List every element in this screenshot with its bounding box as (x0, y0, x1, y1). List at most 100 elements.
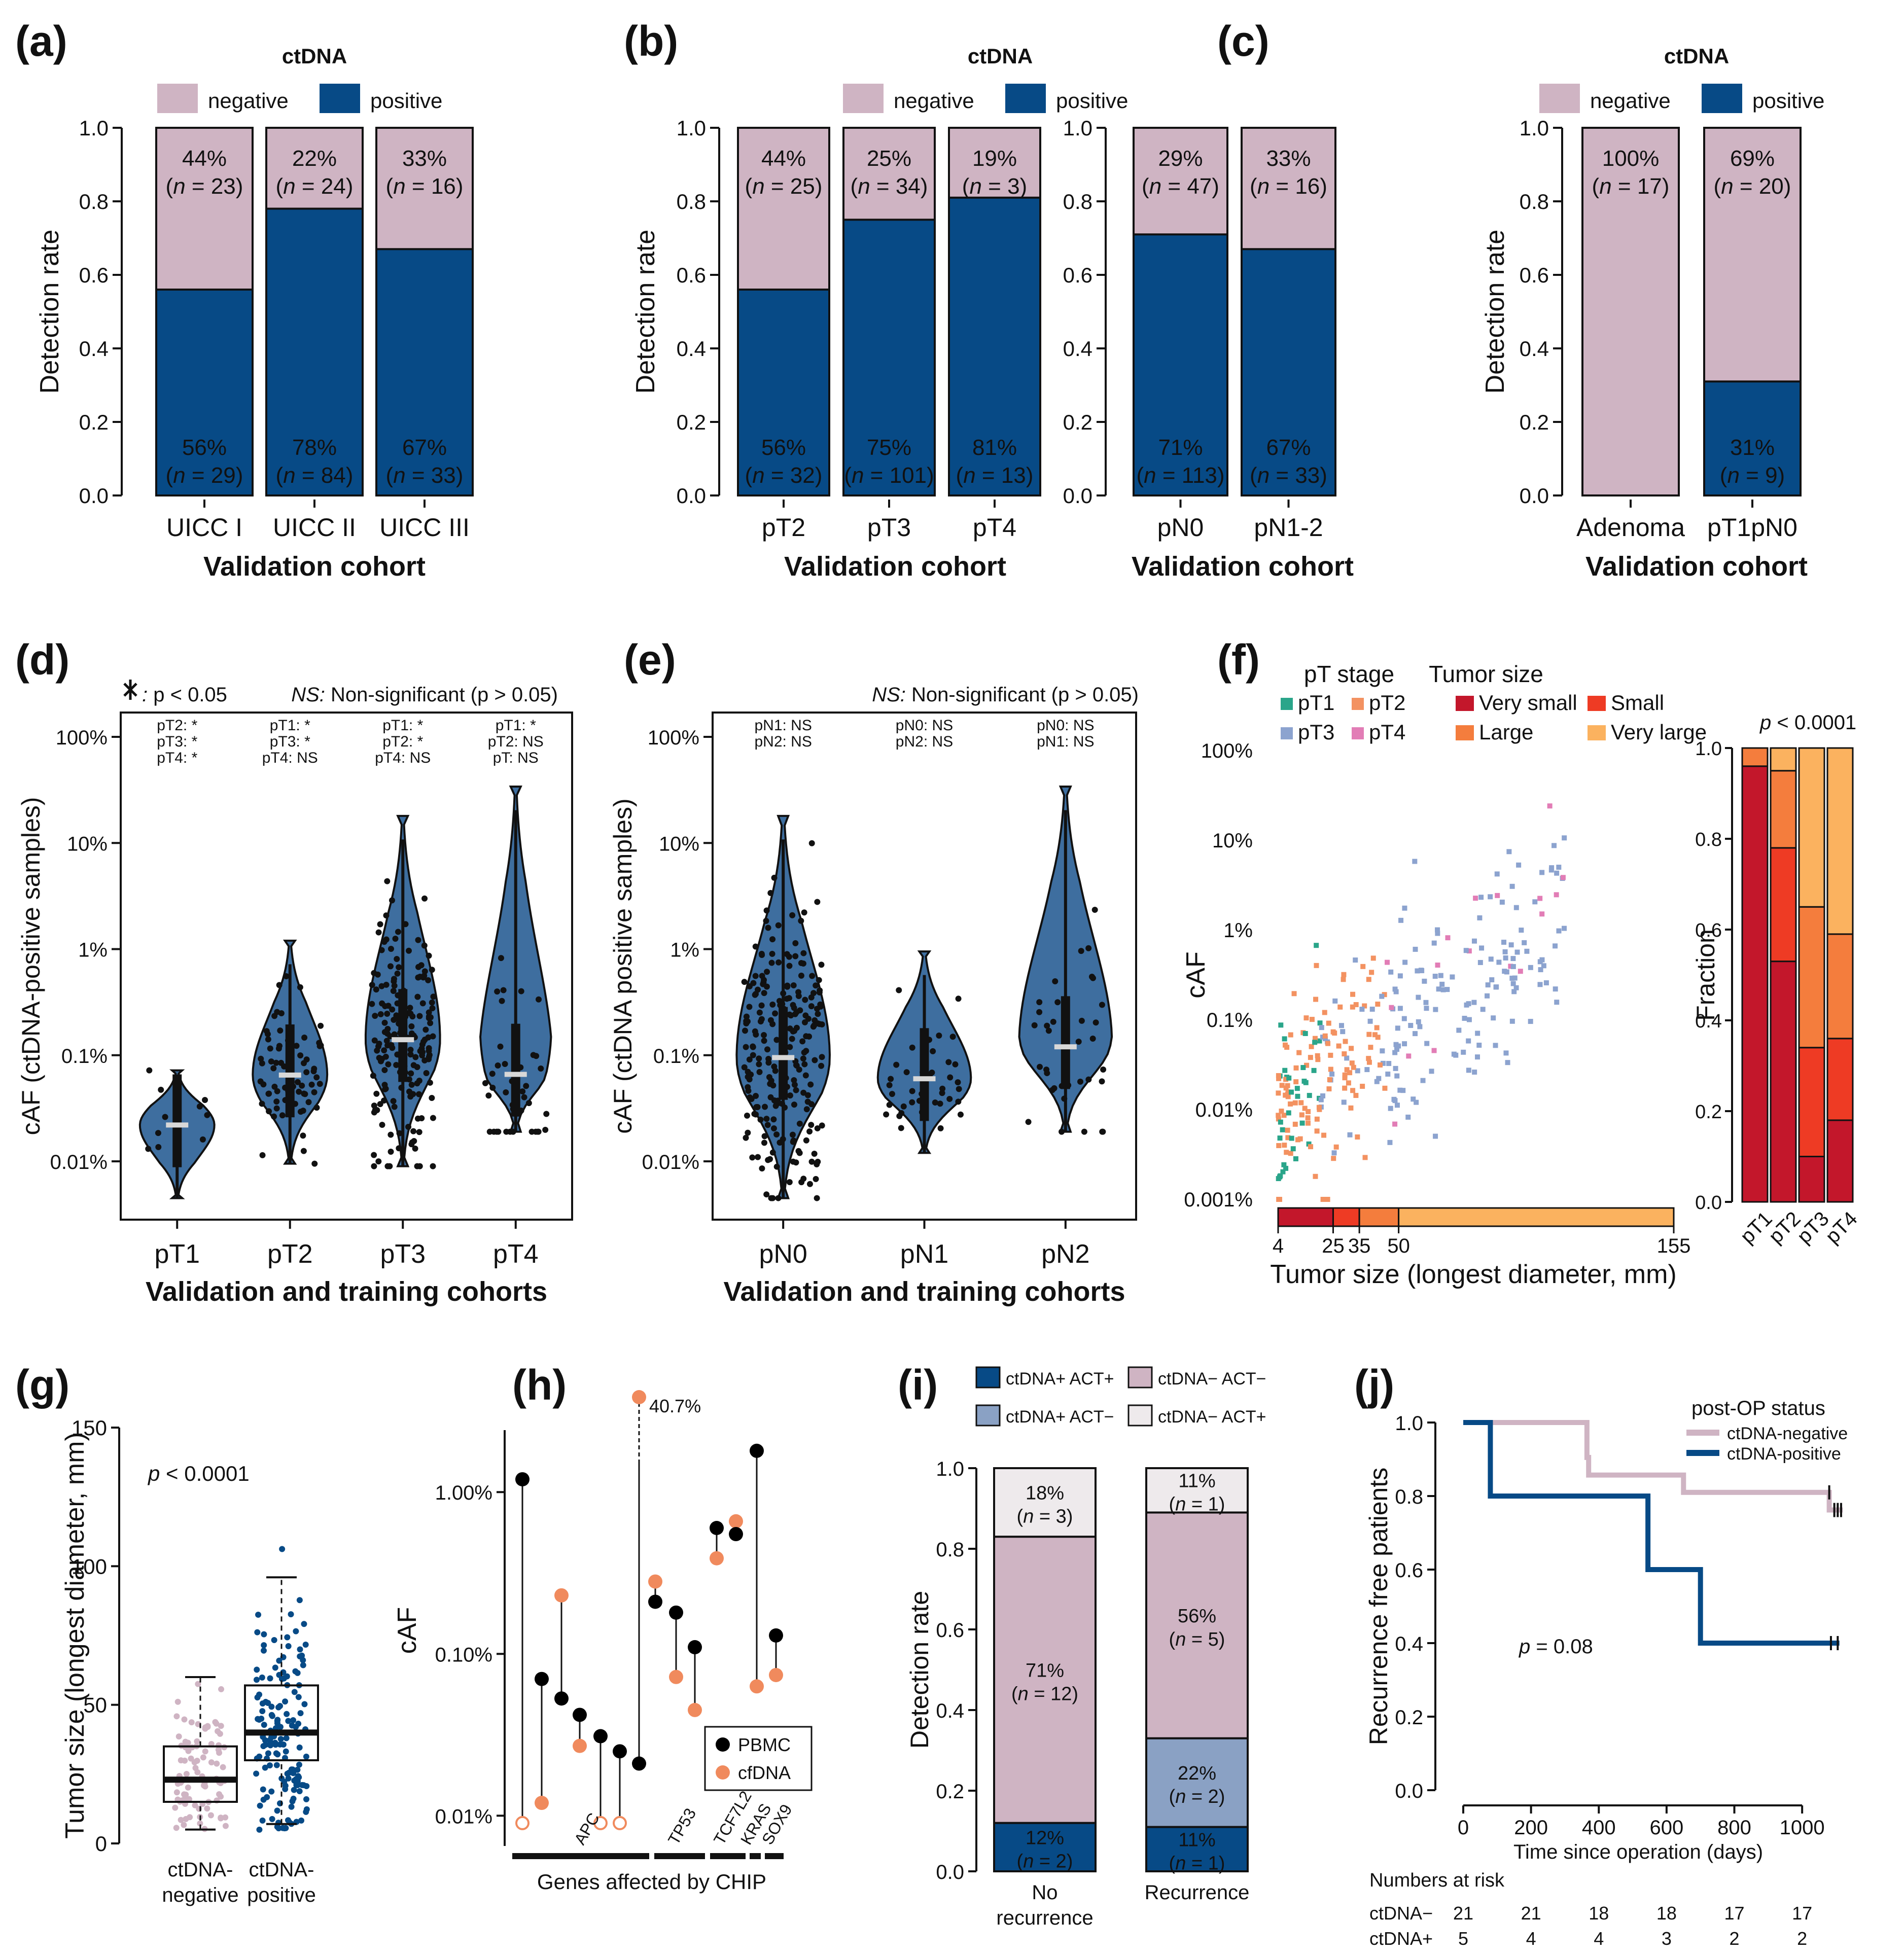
data-point (1285, 1091, 1290, 1097)
y-tick-label: 1.0 (1395, 1412, 1423, 1435)
data-point (787, 1044, 793, 1050)
y-tick-label: 1.0 (677, 116, 706, 140)
data-point (303, 1056, 310, 1063)
data-point (261, 1631, 267, 1638)
y-tick-label: 0.6 (1395, 1559, 1423, 1582)
data-point (302, 1641, 309, 1648)
x-tick-label: pT1pN0 (1707, 513, 1797, 542)
data-point (1402, 959, 1408, 965)
data-point (802, 1012, 809, 1019)
data-point (1276, 1143, 1282, 1148)
x-tick-label: 200 (1514, 1817, 1548, 1839)
iqr-box (779, 1007, 788, 1100)
risk-value: 3 (1662, 1928, 1672, 1949)
data-point (145, 1146, 152, 1152)
data-point (1375, 1002, 1381, 1007)
data-point (268, 1788, 275, 1795)
size-band (1332, 1207, 1360, 1227)
data-point (1471, 938, 1477, 944)
data-point (1311, 1068, 1317, 1073)
iqr-box (1061, 996, 1070, 1089)
median-mark (166, 1122, 189, 1128)
bar-outline (265, 127, 364, 496)
data-point (1360, 1084, 1365, 1089)
data-point (259, 1674, 265, 1681)
data-point (900, 1103, 907, 1110)
data-point (1422, 978, 1427, 984)
x-axis-title: Validation cohort (203, 551, 426, 582)
data-point (194, 1738, 200, 1745)
data-point (1286, 1110, 1291, 1116)
data-point (191, 1759, 198, 1766)
data-point (266, 1762, 273, 1769)
data-point (416, 1013, 423, 1019)
data-point (1278, 1119, 1283, 1125)
data-point (274, 1807, 280, 1814)
risk-row-label: ctDNA+ (1369, 1928, 1433, 1949)
data-point (1423, 1000, 1429, 1005)
data-point (810, 990, 817, 997)
stat-annotation: pT2: * (382, 733, 423, 750)
data-point (746, 1004, 753, 1010)
data-point (756, 1069, 763, 1075)
data-point (1522, 940, 1527, 945)
legend-label: ctDNA− ACT+ (1158, 1407, 1266, 1427)
data-point (1503, 1050, 1509, 1056)
y-axis-title: Detection rate (1480, 230, 1510, 394)
data-point (1510, 981, 1516, 986)
bar-segment (993, 1467, 1097, 1538)
data-point (213, 1720, 220, 1727)
p-value: : p < 0.05 (142, 684, 227, 706)
data-point (283, 1748, 289, 1755)
data-point (284, 1711, 290, 1717)
risk-value: 2 (1729, 1928, 1739, 1949)
data-point (1445, 935, 1451, 941)
data-point (410, 1128, 417, 1134)
data-point (1295, 1093, 1300, 1099)
data-point (383, 981, 390, 988)
data-point (222, 1823, 229, 1829)
data-point (1396, 1043, 1401, 1049)
data-point (1370, 955, 1376, 961)
data-point (1282, 1143, 1287, 1148)
data-point (1306, 1141, 1312, 1147)
data-point (1362, 1155, 1368, 1160)
data-point (761, 990, 767, 997)
x-tick-label: 50 (1387, 1235, 1410, 1257)
data-point (768, 959, 775, 966)
bar-segment (993, 1536, 1097, 1824)
data-point (1314, 963, 1319, 968)
data-point (295, 1720, 302, 1727)
data-point (293, 1043, 300, 1049)
data-point (930, 1048, 936, 1054)
data-point (282, 1698, 289, 1705)
stat-annotation: pT: NS (493, 750, 539, 766)
data-point (1473, 896, 1478, 901)
data-point (1438, 973, 1443, 978)
cfdna-point (769, 1667, 783, 1682)
data-point (801, 1061, 808, 1068)
data-point (1389, 1005, 1394, 1010)
data-point (1327, 1077, 1332, 1082)
bar-negative-percent: 44% (761, 146, 806, 171)
data-point (793, 1062, 799, 1069)
data-point (259, 1817, 266, 1824)
data-point (422, 1026, 429, 1033)
data-point (1494, 984, 1499, 990)
legend-label: ctDNA+ ACT− (1006, 1407, 1114, 1427)
data-point (1472, 1070, 1477, 1075)
data-point (296, 1761, 302, 1768)
segment-percent: 12% (1026, 1827, 1064, 1849)
data-point (280, 1741, 287, 1748)
data-point (394, 955, 400, 962)
n-label: (n = 33) (1250, 463, 1327, 488)
data-point (798, 972, 804, 979)
data-point (173, 1825, 180, 1831)
data-point (1415, 968, 1420, 974)
x-tick-label: 800 (1717, 1817, 1751, 1839)
y-tick-label: 0.8 (677, 190, 706, 214)
y-tick-label: 1.0 (79, 116, 109, 140)
n-label: (n = 12) (1011, 1683, 1078, 1704)
data-point (523, 1083, 530, 1089)
